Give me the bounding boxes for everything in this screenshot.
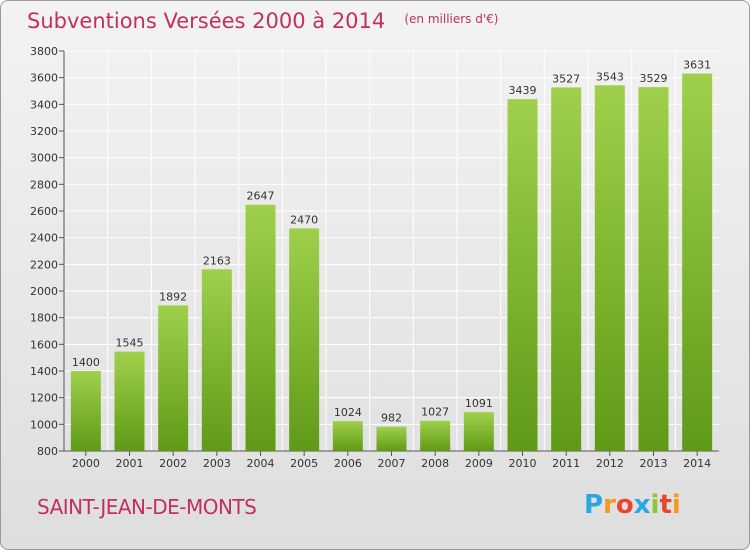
data-label: 3631: [683, 59, 711, 72]
x-tick-label: 2007: [378, 457, 406, 470]
data-label: 2163: [203, 254, 231, 267]
data-label: 1024: [334, 406, 362, 419]
data-label: 1545: [116, 337, 144, 350]
x-tick-label: 2010: [509, 457, 537, 470]
brand-letter: x: [633, 490, 651, 520]
data-label: 3527: [552, 72, 580, 85]
data-label: 2470: [290, 213, 318, 226]
y-tick-label: 2400: [30, 232, 58, 245]
y-tick-label: 3200: [30, 125, 58, 138]
bars: [70, 73, 713, 452]
x-tick-label: 2006: [334, 457, 362, 470]
bar-2008: [420, 420, 451, 451]
bar-2001: [114, 351, 145, 451]
y-tick-label: 2600: [30, 205, 58, 218]
y-tick-label: 2800: [30, 178, 58, 191]
chart-subtitle: (en milliers d'€): [404, 12, 499, 26]
bar-2007: [376, 426, 407, 451]
title-row: Subventions Versées 2000 à 2014 (en mill…: [27, 9, 498, 33]
bar-2010: [507, 99, 538, 451]
bar-2000: [70, 371, 101, 451]
y-tick-label: 3600: [30, 72, 58, 85]
data-label: 1091: [465, 397, 493, 410]
bar-2011: [551, 87, 582, 452]
y-tick-label: 1600: [30, 338, 58, 351]
brand-letter: i: [650, 490, 660, 520]
x-tick-label: 2004: [247, 457, 275, 470]
data-label: 1892: [159, 290, 187, 303]
y-tick-label: 2000: [30, 285, 58, 298]
brand-letter: i: [671, 490, 681, 520]
x-tick-label: 2002: [159, 457, 187, 470]
axes: 800 1000 1200 1400 1600 1800 2000 2200 2400 2600 2…: [30, 45, 719, 470]
x-tick-label: 2014: [683, 457, 711, 470]
bar-2006: [332, 421, 363, 451]
chart-title: Subventions Versées 2000 à 2014: [27, 9, 386, 33]
bar-2014: [682, 73, 713, 452]
y-tick-label: 3400: [30, 98, 58, 111]
data-label: 3439: [509, 84, 537, 97]
y-tick-label: 1400: [30, 365, 58, 378]
y-tick-label: 2200: [30, 258, 58, 271]
bar-2003: [201, 269, 232, 451]
x-tick-label: 2003: [203, 457, 231, 470]
y-tick-label: 3000: [30, 152, 58, 165]
brand-letter: P: [584, 490, 604, 520]
y-tick-label: 1000: [30, 418, 58, 431]
y-tick-label: 3800: [30, 45, 58, 58]
x-tick-label: 2009: [465, 457, 493, 470]
brand-logo: Proxiti: [584, 490, 681, 520]
brand-letter: r: [603, 490, 616, 520]
x-tick-label: 2005: [290, 457, 318, 470]
x-tick-label: 2012: [596, 457, 624, 470]
commune-name: SAINT-JEAN-DE-MONTS: [37, 495, 257, 519]
x-tick-label: 2008: [421, 457, 449, 470]
data-labels: 1400 1545 1892 2163 2647 2470 1024 982 1027 1091 3…: [72, 59, 711, 425]
bar-2004: [245, 204, 276, 451]
y-tick-label: 800: [37, 445, 58, 458]
data-label: 1027: [421, 406, 449, 419]
y-tick-label: 1200: [30, 392, 58, 405]
data-label: 3529: [640, 72, 668, 85]
y-tick-label: 1800: [30, 312, 58, 325]
bar-2012: [594, 85, 625, 452]
bar-2002: [158, 305, 189, 451]
bar-2013: [638, 87, 669, 451]
x-tick-label: 2013: [640, 457, 668, 470]
brand-letter: o: [615, 490, 634, 520]
x-tick-label: 2001: [116, 457, 144, 470]
bar-2009: [463, 412, 494, 451]
x-tick-label: 2011: [552, 457, 580, 470]
data-label: 982: [381, 412, 402, 425]
data-label: 2647: [247, 190, 275, 203]
brand-letter: t: [659, 490, 672, 520]
data-label: 1400: [72, 356, 100, 369]
x-tick-label: 2000: [72, 457, 100, 470]
bar-2005: [289, 228, 320, 451]
data-label: 3543: [596, 70, 624, 83]
